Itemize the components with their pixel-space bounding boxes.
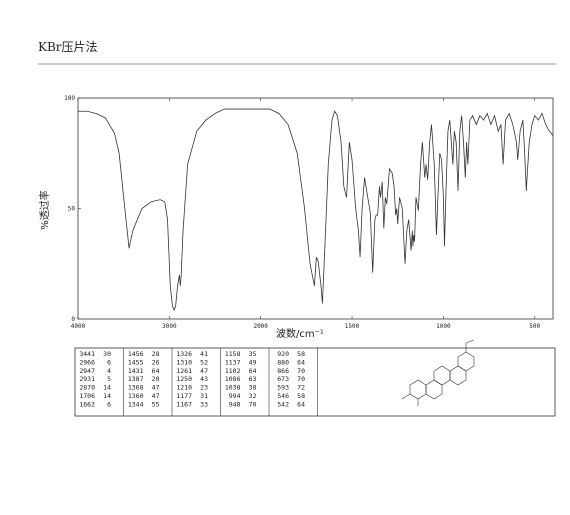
peak-wavenumber: 2947 xyxy=(79,367,95,375)
y-tick-label: 0 xyxy=(71,316,75,323)
peak-transmittance: 23 xyxy=(200,384,208,392)
peak-transmittance: 72 xyxy=(297,384,305,392)
peak-transmittance: 35 xyxy=(249,350,257,358)
peak-transmittance: 20 xyxy=(152,375,160,383)
peak-wavenumber: 880 xyxy=(277,358,289,366)
peak-transmittance: 14 xyxy=(103,384,111,392)
peak-wavenumber: 1344 xyxy=(128,400,144,408)
peak-transmittance: 33 xyxy=(200,400,208,408)
peak-transmittance: 30 xyxy=(103,350,111,358)
peak-transmittance: 14 xyxy=(103,392,111,400)
peak-wavenumber: 2931 xyxy=(79,375,95,383)
peak-transmittance: 38 xyxy=(249,384,257,392)
peak-transmittance: 70 xyxy=(249,400,257,408)
peak-wavenumber: 1167 xyxy=(176,400,192,408)
peak-wavenumber: 3441 xyxy=(79,350,95,358)
peak-wavenumber: 546 xyxy=(277,392,289,400)
y-tick-label: 50 xyxy=(68,206,76,213)
peak-transmittance: 47 xyxy=(200,367,208,375)
peak-wavenumber: 1250 xyxy=(176,375,192,383)
plot-frame xyxy=(77,97,554,320)
peak-transmittance: 47 xyxy=(152,392,160,400)
peak-wavenumber: 1177 xyxy=(176,392,192,400)
peak-transmittance: 63 xyxy=(249,375,257,383)
x-tick-label: 1000 xyxy=(436,323,451,330)
peak-transmittance: 52 xyxy=(200,358,208,366)
peak-transmittance: 32 xyxy=(249,392,257,400)
peak-transmittance: 64 xyxy=(297,358,305,366)
peak-wavenumber: 1086 xyxy=(225,375,241,383)
peak-wavenumber: 920 xyxy=(277,350,289,358)
y-tick-label: 100 xyxy=(64,95,75,102)
peak-wavenumber: 673 xyxy=(277,375,289,383)
peak-transmittance: 31 xyxy=(200,392,208,400)
x-tick-label: 4000 xyxy=(71,323,86,330)
peak-wavenumber: 1210 xyxy=(176,384,192,392)
x-axis-label: 波数/cm⁻¹ xyxy=(276,327,324,340)
peak-wavenumber: 593 xyxy=(277,384,289,392)
peak-wavenumber: 1326 xyxy=(176,350,192,358)
peak-transmittance: 43 xyxy=(200,375,208,383)
peak-wavenumber: 866 xyxy=(277,367,289,375)
peak-wavenumber: 1431 xyxy=(128,367,144,375)
peak-transmittance: 64 xyxy=(297,400,305,408)
peak-transmittance: 6 xyxy=(107,358,111,366)
peak-wavenumber: 1662 xyxy=(79,400,95,408)
peak-transmittance: 4 xyxy=(107,367,111,375)
x-tick-label: 500 xyxy=(529,323,540,330)
peak-wavenumber: 542 xyxy=(277,400,289,408)
peak-transmittance: 26 xyxy=(152,358,160,366)
peak-wavenumber: 1137 xyxy=(225,358,241,366)
peak-wavenumber: 1310 xyxy=(176,358,192,366)
peak-transmittance: 58 xyxy=(297,392,305,400)
peak-wavenumber: 1456 xyxy=(128,350,144,358)
peak-transmittance: 6 xyxy=(107,400,111,408)
peak-wavenumber: 948 xyxy=(229,400,241,408)
peak-transmittance: 5 xyxy=(107,375,111,383)
peak-wavenumber: 2966 xyxy=(79,358,95,366)
peak-transmittance: 64 xyxy=(152,367,160,375)
peak-wavenumber: 1455 xyxy=(128,358,144,366)
peak-transmittance: 64 xyxy=(249,367,257,375)
x-tick-label: 3000 xyxy=(162,323,177,330)
peak-wavenumber: 1261 xyxy=(176,367,192,375)
peak-wavenumber: 1038 xyxy=(225,384,241,392)
peak-transmittance: 47 xyxy=(152,384,160,392)
peak-transmittance: 70 xyxy=(297,367,305,375)
structure xyxy=(401,339,475,406)
header: KBr压片法 xyxy=(38,40,98,54)
peak-wavenumber: 1158 xyxy=(225,350,241,358)
peak-wavenumber: 994 xyxy=(229,392,241,400)
peak-transmittance: 58 xyxy=(297,350,305,358)
spectrum-line xyxy=(78,108,554,312)
peak-wavenumber: 1360 xyxy=(128,392,144,400)
peak-table-frame xyxy=(74,347,556,417)
peak-wavenumber: 1387 xyxy=(128,375,144,383)
x-tick-label: 1500 xyxy=(345,323,360,330)
y-axis-label: %透过率 xyxy=(38,190,51,230)
peak-wavenumber: 2870 xyxy=(79,384,95,392)
peak-transmittance: 55 xyxy=(152,400,160,408)
peak-transmittance: 70 xyxy=(297,375,305,383)
peak-transmittance: 28 xyxy=(152,350,160,358)
peak-transmittance: 41 xyxy=(200,350,208,358)
peak-wavenumber: 1706 xyxy=(79,392,95,400)
peak-wavenumber: 1368 xyxy=(128,384,144,392)
x-tick-label: 2000 xyxy=(253,323,268,330)
peak-wavenumber: 1102 xyxy=(225,367,241,375)
peak-transmittance: 49 xyxy=(249,358,257,366)
